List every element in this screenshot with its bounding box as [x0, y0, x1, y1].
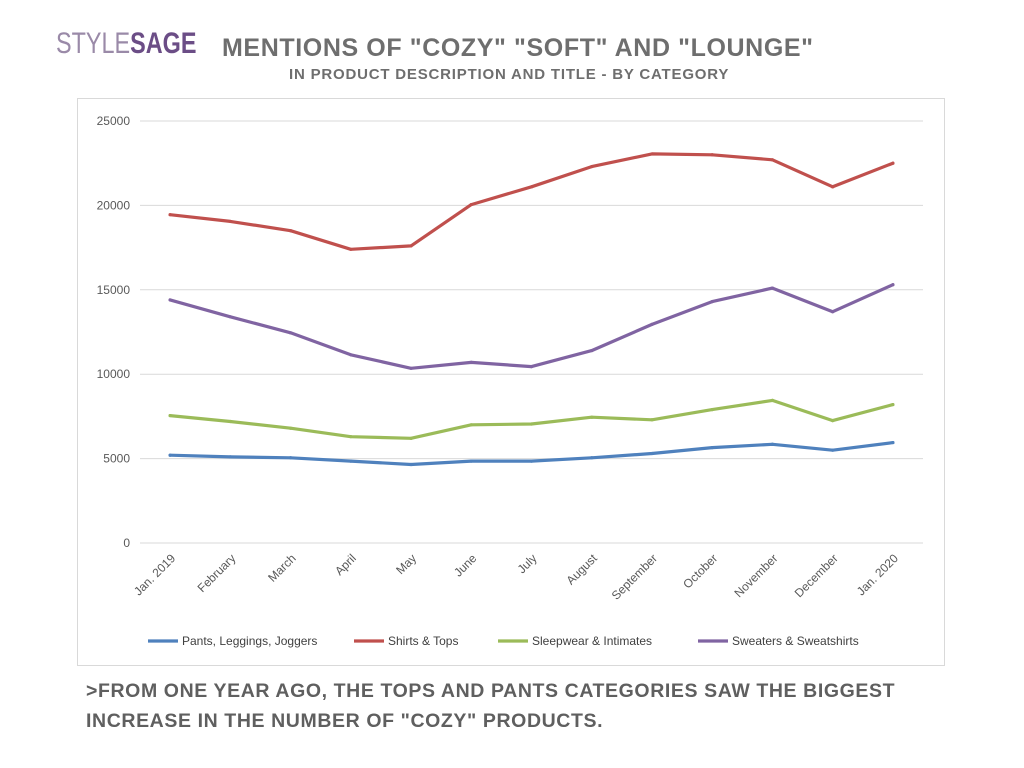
data-point: [349, 353, 353, 357]
y-tick-label: 15000: [97, 283, 131, 297]
data-point: [590, 456, 594, 460]
data-point: [469, 360, 473, 364]
x-tick-label: Jan. 2020: [854, 551, 901, 598]
data-point: [288, 229, 293, 233]
data-point: [529, 459, 534, 463]
data-point: [409, 244, 413, 248]
chart-panel: 0 5000 10000 15000 20000 25000 Jan. 2019 Februa…: [77, 98, 945, 666]
data-point: [770, 442, 775, 446]
data-point: [770, 398, 775, 402]
data-point: [891, 402, 895, 407]
data-point: [770, 286, 775, 290]
series-line-3: [168, 398, 895, 440]
x-tick-label: September: [609, 551, 660, 602]
legend-label: Sleepwear & Intimates: [532, 634, 652, 648]
data-point: [831, 185, 835, 189]
data-point: [831, 448, 835, 452]
y-tick-label: 5000: [103, 452, 130, 466]
data-point: [168, 213, 172, 217]
x-tick-label: June: [451, 551, 480, 580]
data-point: [228, 315, 232, 319]
x-tick-label: August: [564, 551, 601, 588]
data-point: [770, 158, 775, 162]
data-point: [288, 331, 293, 335]
data-point: [590, 415, 594, 419]
x-tick-label: July: [515, 551, 540, 576]
data-point: [469, 202, 473, 207]
data-point: [349, 435, 353, 439]
y-tick-label: 20000: [97, 198, 131, 212]
chart-subtitle: IN PRODUCT DESCRIPTION AND TITLE - BY CA…: [289, 66, 730, 83]
data-point: [409, 366, 413, 370]
data-point: [891, 283, 895, 287]
x-tick-label: October: [680, 551, 720, 591]
data-point: [168, 298, 172, 302]
data-point: [650, 418, 654, 422]
y-tick-label: 0: [123, 536, 130, 550]
data-point: [590, 164, 594, 169]
data-point: [590, 348, 594, 353]
data-point: [349, 459, 353, 463]
x-tick-label: November: [731, 551, 780, 600]
data-point: [710, 300, 714, 304]
data-point: [349, 247, 353, 251]
data-point: [228, 419, 232, 424]
data-point: [228, 455, 232, 459]
chart-title: MENTIONS OF "COZY" "SOFT" AND "LOUNGE": [222, 34, 814, 62]
data-point: [288, 426, 293, 430]
data-point: [168, 453, 172, 457]
data-point: [529, 185, 534, 189]
data-point: [469, 423, 473, 427]
line-chart: 0 5000 10000 15000 20000 25000 Jan. 2019 Februa…: [97, 114, 923, 648]
data-point: [168, 413, 172, 418]
x-tick-label: March: [265, 551, 298, 584]
x-tick-label: April: [332, 551, 359, 578]
data-point: [529, 365, 534, 369]
series-line-4: [168, 283, 895, 370]
data-point: [710, 408, 714, 412]
legend-label: Pants, Leggings, Joggers: [182, 634, 317, 648]
data-point: [891, 440, 895, 445]
data-point: [409, 436, 413, 440]
x-tick-label: Jan. 2019: [131, 551, 178, 598]
data-point: [650, 322, 654, 327]
y-tick-label: 25000: [97, 114, 131, 128]
legend-label: Sweaters & Sweatshirts: [732, 634, 859, 648]
x-tick-label: May: [393, 551, 419, 577]
y-tick-label: 10000: [97, 367, 131, 381]
legend-label: Shirts & Tops: [388, 634, 458, 648]
data-point: [469, 459, 473, 463]
data-point: [831, 419, 835, 423]
data-point: [650, 451, 654, 456]
data-point: [288, 456, 293, 460]
data-point: [891, 161, 895, 165]
x-tick-label: February: [195, 551, 239, 595]
data-point: [710, 446, 714, 450]
stylesage-logo: STYLESAGE: [56, 27, 197, 60]
data-point: [228, 219, 232, 224]
insight-note: >FROM ONE YEAR AGO, THE TOPS AND PANTS C…: [86, 680, 896, 732]
data-point: [831, 310, 835, 314]
x-tick-label: December: [792, 551, 841, 600]
data-point: [529, 422, 534, 426]
data-point: [710, 153, 714, 157]
data-point: [650, 152, 654, 156]
data-point: [409, 462, 413, 467]
series-line-2: [168, 152, 895, 251]
